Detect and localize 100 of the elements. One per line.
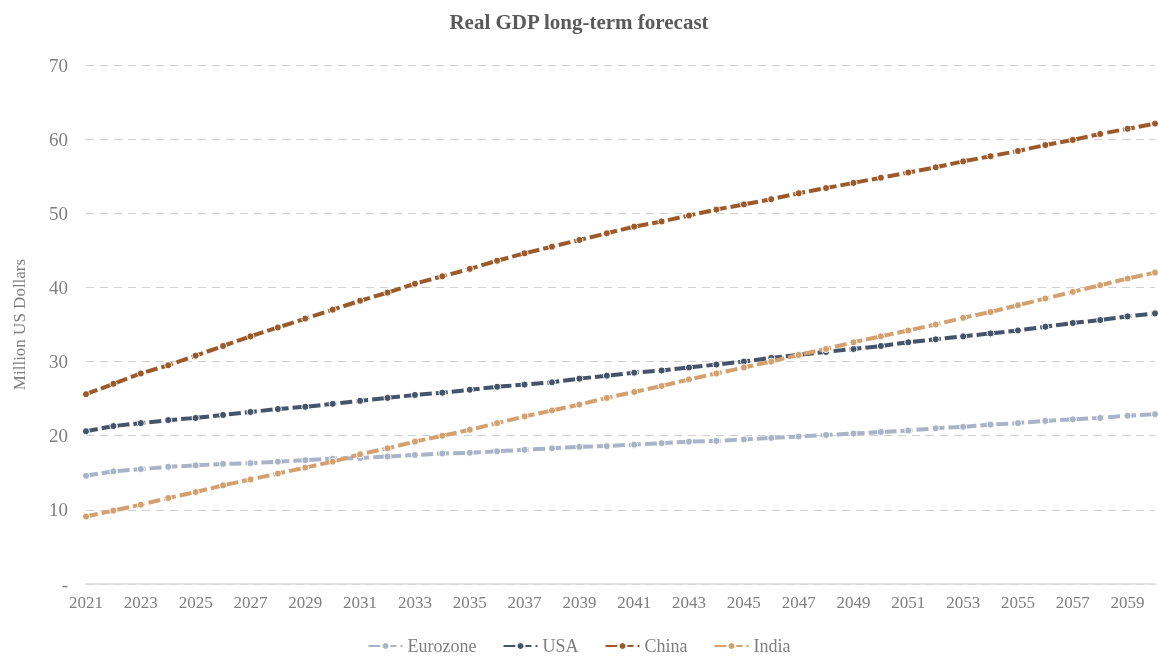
point [959,332,968,341]
point [520,412,529,421]
point [164,361,173,370]
point [739,363,748,372]
point [904,426,913,435]
point [301,456,310,465]
point [1096,413,1105,422]
point [410,279,419,288]
point [849,338,858,347]
point [273,405,282,414]
point [246,407,255,416]
point [383,288,392,297]
x-tick-label: 2041 [617,593,652,612]
point [493,382,502,391]
point [822,184,831,193]
x-tick-label: 2051 [891,593,926,612]
point [959,422,968,431]
point [657,439,666,448]
x-tick-label: 2021 [69,593,103,612]
x-tick-label: 2037 [507,593,543,612]
x-tick-label: 2035 [452,593,487,612]
point [328,399,337,408]
y-tick-label: 30 [49,351,68,373]
point [685,211,694,220]
x-tick-label: 2049 [836,593,871,612]
point [1068,319,1077,328]
point [136,465,145,474]
point [685,363,694,372]
y-tick-label: 60 [49,128,68,150]
point [931,320,940,329]
point [109,422,118,431]
point [109,506,118,515]
x-tick-label: 2059 [1110,593,1145,612]
point [767,195,776,204]
point [191,488,200,497]
point [986,420,995,429]
point [904,326,913,335]
point [657,382,666,391]
point [657,366,666,375]
point [959,313,968,322]
point [547,378,556,387]
point [136,500,145,509]
point [410,437,419,446]
point [602,393,611,402]
point [383,444,392,453]
point [301,314,310,323]
point [383,393,392,402]
point [191,461,200,470]
point [219,410,228,419]
point [685,437,694,446]
point [630,222,639,231]
point [1013,419,1022,428]
point [1013,301,1022,310]
x-tick-label: 2029 [288,593,323,612]
point [82,512,90,521]
point [219,459,228,468]
point [301,402,310,411]
point [547,242,556,251]
point [273,323,282,332]
point [465,264,474,273]
x-tick-label: 2027 [233,593,268,612]
y-tick-label: 20 [49,425,68,447]
point [1123,124,1132,133]
point [438,431,447,440]
point [575,235,584,244]
point [1151,309,1158,318]
point [575,400,584,409]
point [739,200,748,209]
point [273,457,282,466]
point [1151,119,1158,128]
point [904,338,913,347]
point [712,436,721,445]
point [849,178,858,187]
point [136,369,145,378]
point [1068,287,1077,296]
point [876,173,885,182]
point [712,205,721,214]
point [493,256,502,265]
point [438,272,447,281]
y-axis-title: Million US Dollars [10,258,29,391]
x-tick-label: 2047 [781,593,817,612]
point [410,390,419,399]
point [1096,129,1105,138]
x-tick-label: 2043 [672,593,707,612]
point [547,406,556,415]
x-tick-label: 2053 [946,593,981,612]
point [575,374,584,383]
point [520,380,529,389]
point [356,296,365,305]
point [1123,312,1132,321]
point [986,329,995,338]
point [931,163,940,172]
point [273,469,282,478]
point [931,335,940,344]
point [82,471,90,480]
point [1013,147,1022,155]
point [1068,415,1077,424]
point [1151,410,1158,419]
point [1041,141,1050,150]
point [547,444,556,453]
